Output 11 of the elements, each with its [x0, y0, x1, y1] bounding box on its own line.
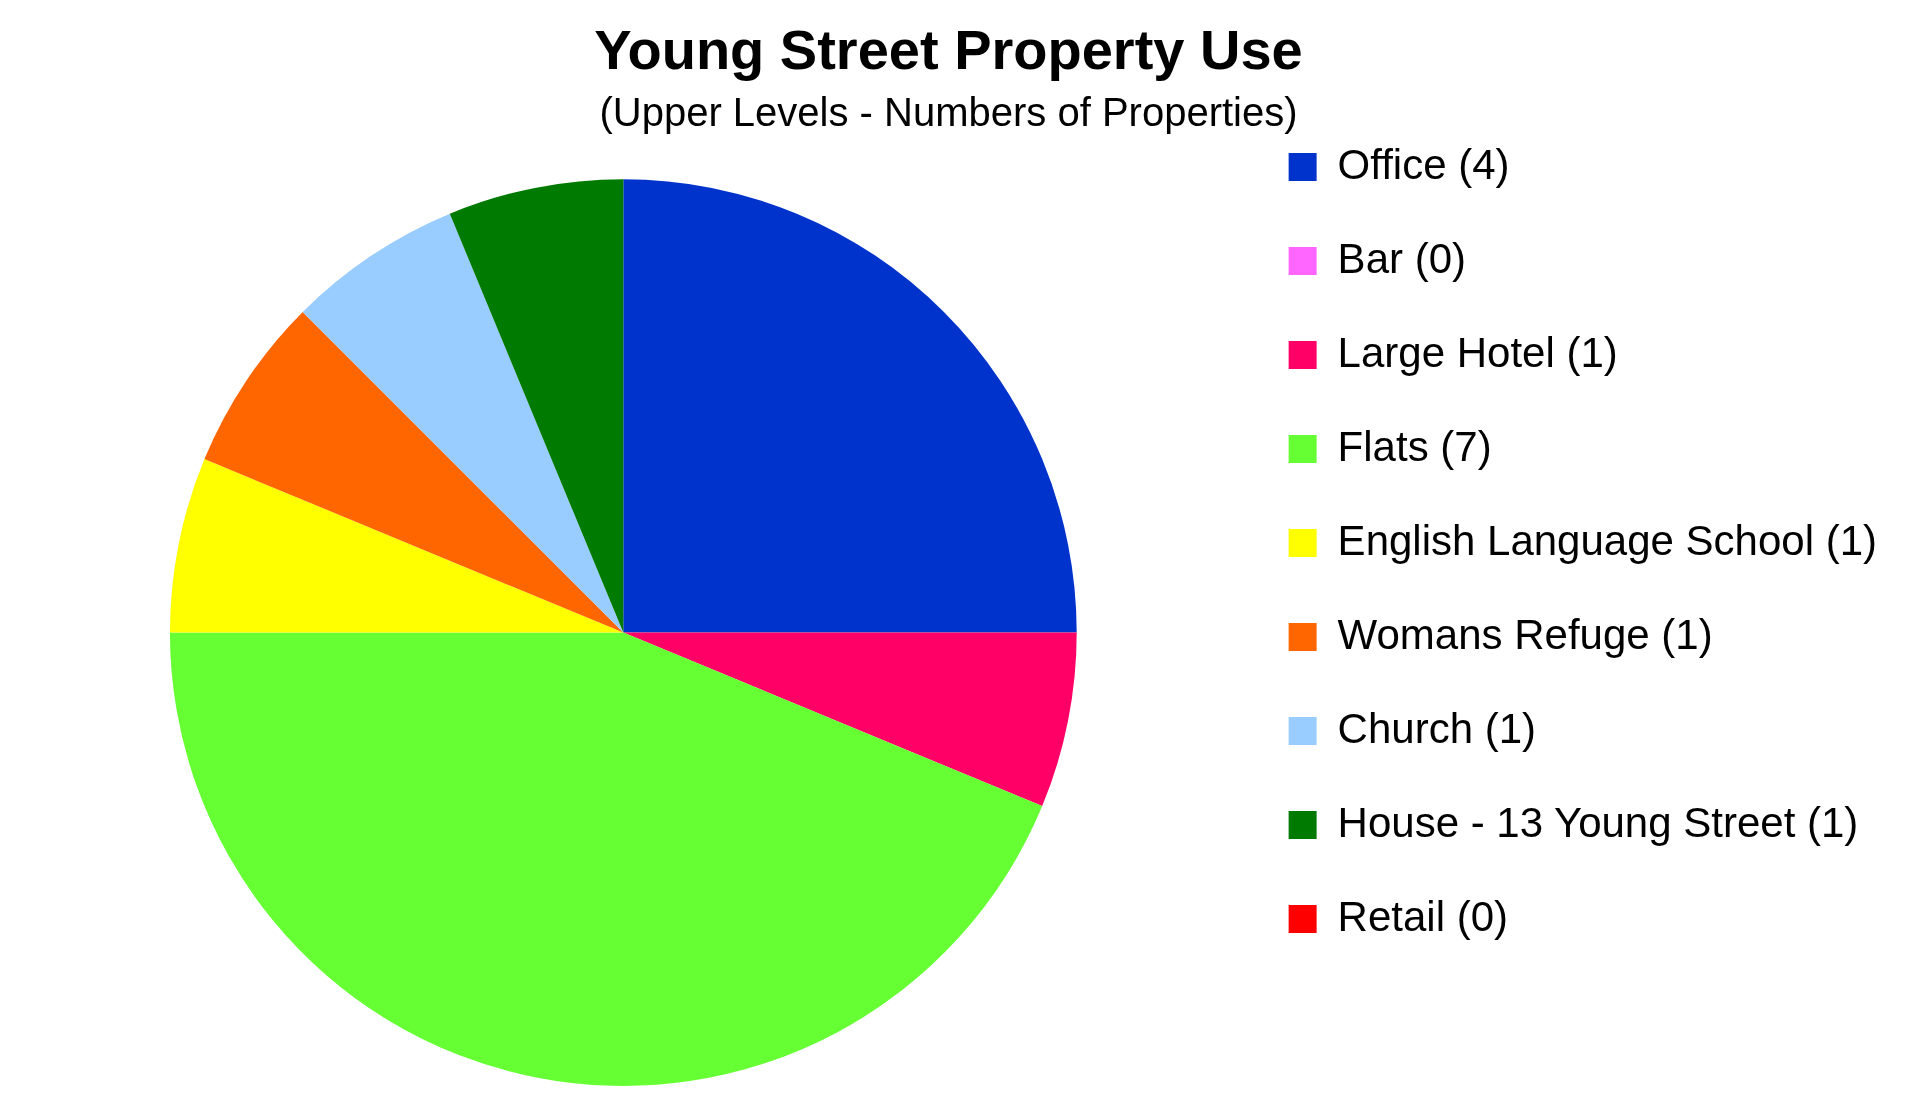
- legend-label: Church (1): [1337, 704, 1537, 752]
- legend-label: Flats (7): [1337, 422, 1492, 470]
- legend-label: English Language School (1): [1337, 516, 1878, 564]
- legend-label: House - 13 Young Street (1): [1337, 798, 1859, 846]
- legend-label: Office (4): [1337, 140, 1510, 188]
- legend-label: Retail (0): [1337, 892, 1509, 940]
- chart-subtitle: (Upper Levels - Numbers of Properties): [599, 90, 1298, 135]
- legend-label: Large Hotel (1): [1337, 328, 1618, 376]
- legend-label: Bar (0): [1337, 234, 1466, 282]
- legend-label: Womans Refuge (1): [1337, 610, 1713, 658]
- chart-title: Young Street Property Use: [594, 18, 1303, 82]
